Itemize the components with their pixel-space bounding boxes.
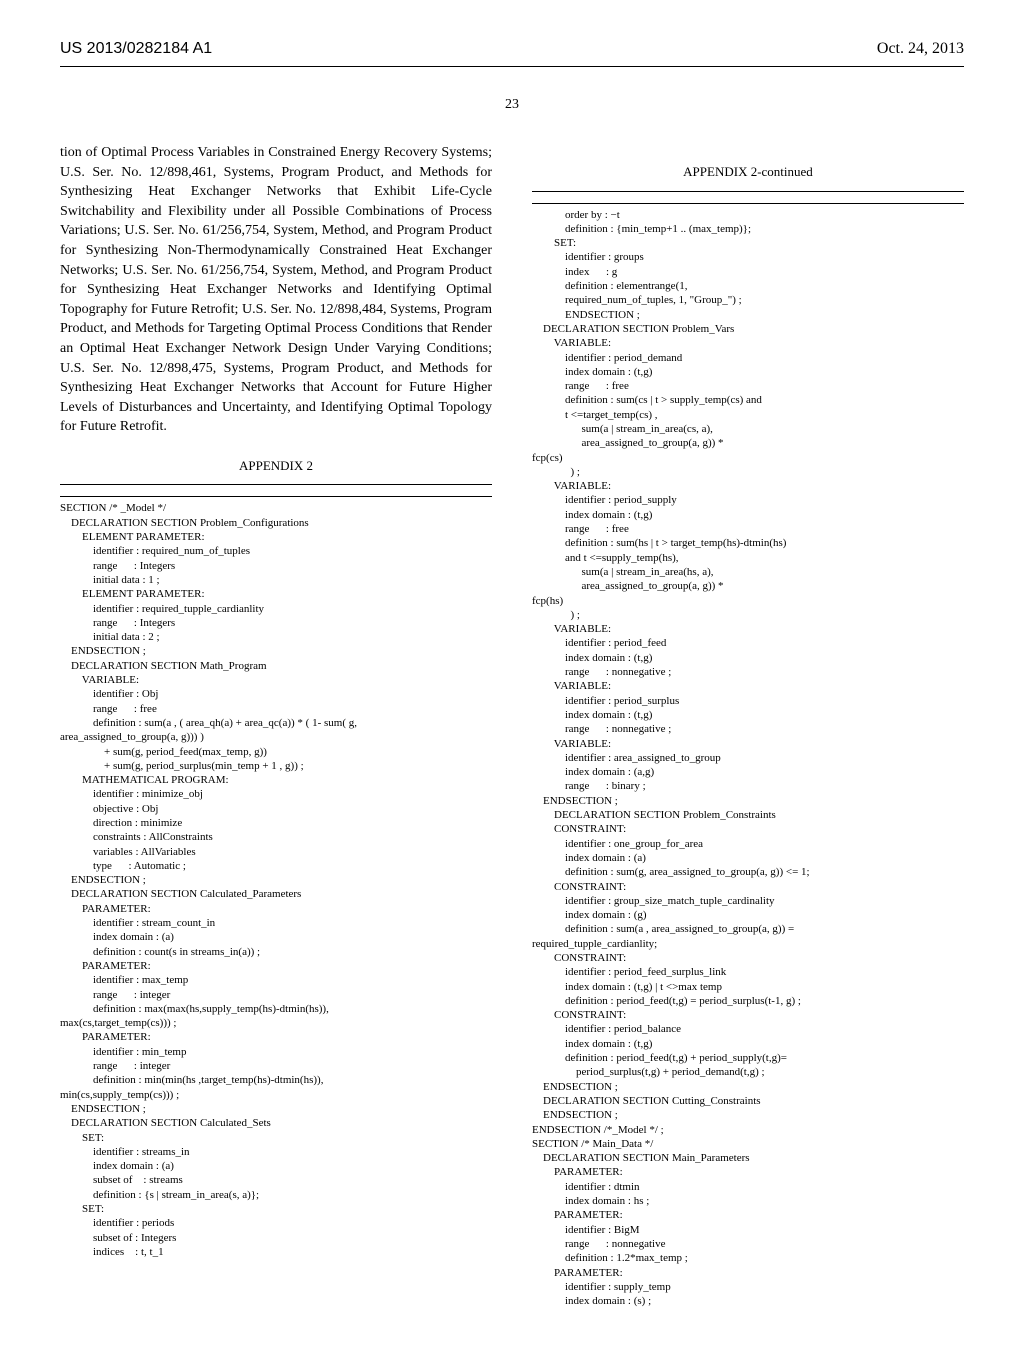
appendix-rule-top-right	[532, 191, 964, 192]
header-rule	[60, 66, 964, 67]
code-listing-left: SECTION /* _Model */ DECLARATION SECTION…	[60, 501, 492, 1259]
body-paragraph: tion of Optimal Process Variables in Con…	[60, 143, 492, 437]
left-column: tion of Optimal Process Variables in Con…	[60, 143, 492, 1308]
right-column: APPENDIX 2-continued order by : −t defin…	[532, 143, 964, 1308]
appendix-rule-bottom-left	[60, 496, 492, 497]
appendix-rule-top-left	[60, 484, 492, 485]
code-listing-right: order by : −t definition : {min_temp+1 .…	[532, 208, 964, 1309]
content-columns: tion of Optimal Process Variables in Con…	[60, 143, 964, 1308]
publication-date: Oct. 24, 2013	[877, 40, 964, 58]
appendix-title-left: APPENDIX 2	[60, 457, 492, 475]
document-number: US 2013/0282184 A1	[60, 40, 212, 58]
page-number: 23	[60, 97, 964, 113]
page-header: US 2013/0282184 A1 Oct. 24, 2013	[60, 40, 964, 58]
appendix-rule-bottom-right	[532, 203, 964, 204]
appendix-title-right: APPENDIX 2-continued	[532, 163, 964, 181]
